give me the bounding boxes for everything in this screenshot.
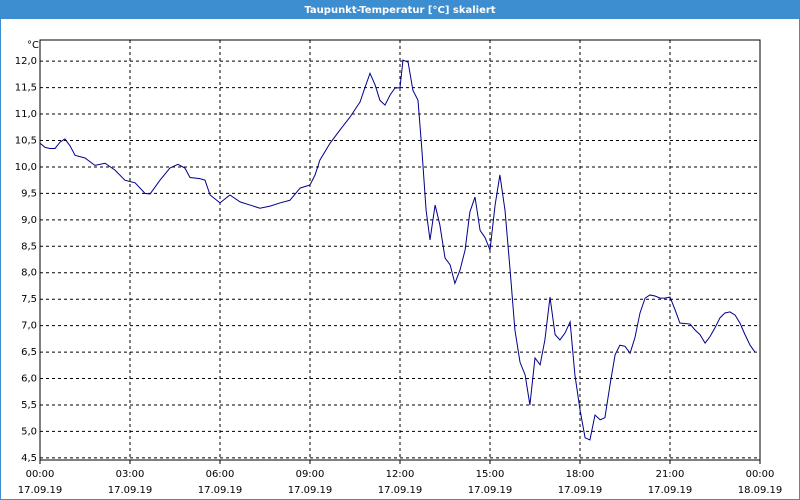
y-tick-label: 12,0: [15, 56, 37, 67]
x-tick-date: 17.09.19: [468, 485, 513, 496]
x-tick-label: 12:00: [386, 469, 415, 480]
y-tick-label: 7,5: [21, 294, 37, 305]
x-tick-label: 15:00: [476, 469, 505, 480]
x-tick-date: 17.09.19: [18, 485, 63, 496]
y-tick-label: 7,0: [21, 321, 37, 332]
y-tick-label: 11,5: [15, 83, 37, 94]
x-tick-label: 21:00: [656, 469, 685, 480]
x-tick-label: 00:00: [746, 469, 775, 480]
y-tick-label: 8,0: [21, 268, 37, 279]
x-tick-label: 06:00: [206, 469, 235, 480]
data-line: [39, 59, 756, 441]
x-tick-label: 00:00: [26, 469, 55, 480]
y-tick-label: 11,0: [15, 109, 37, 120]
x-tick-date: 17.09.19: [378, 485, 423, 496]
plot-frame: [39, 39, 761, 461]
x-tick-date: 17.09.19: [108, 485, 153, 496]
y-tick-label: 10,0: [15, 162, 37, 173]
x-tick-date: 17.09.19: [288, 485, 333, 496]
y-tick-label: 5,0: [21, 426, 37, 437]
y-tick-label: 5,5: [21, 400, 37, 411]
x-tick-label: 18:00: [566, 469, 595, 480]
y-tick-label: 9,0: [21, 215, 37, 226]
x-tick-label: 09:00: [296, 469, 325, 480]
y-unit: °C: [27, 40, 39, 51]
title-bar: [0, 0, 800, 19]
y-tick-label: 8,5: [21, 241, 37, 252]
y-tick-label: 6,5: [21, 347, 37, 358]
x-tick-date: 17.09.19: [648, 485, 693, 496]
y-tick-label: 4,5: [21, 453, 37, 464]
x-tick-date: 17.09.19: [198, 485, 243, 496]
chart-title: Taupunkt-Temperatur [°C] skaliert: [304, 5, 495, 16]
x-tick-date: 17.09.19: [558, 485, 603, 496]
y-tick-label: 6,0: [21, 374, 37, 385]
y-tick-label: 10,5: [15, 136, 37, 147]
x-tick-date: 18.09.19: [738, 485, 783, 496]
y-tick-label: 9,5: [21, 188, 37, 199]
x-tick-label: 03:00: [116, 469, 145, 480]
